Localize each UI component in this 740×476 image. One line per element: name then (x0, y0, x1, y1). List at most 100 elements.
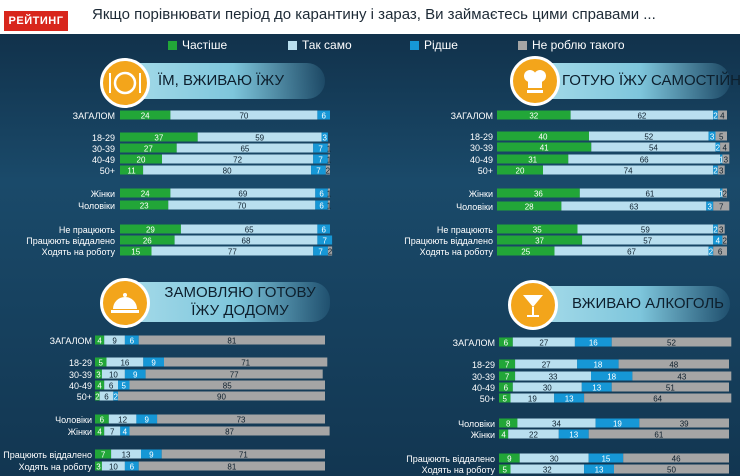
bar-segment (497, 201, 562, 211)
data-label: 62 (637, 112, 646, 121)
data-label: 3 (724, 156, 729, 165)
data-label: 20 (137, 156, 146, 165)
bar-segment (95, 335, 105, 345)
category-label: Ходять на роботу (42, 247, 116, 257)
plate-cutlery-svg (109, 71, 141, 95)
category-label: 50+ (480, 394, 495, 404)
category-label: Жінки (471, 430, 495, 440)
bar-segment (143, 165, 312, 175)
bar-segment (176, 143, 314, 153)
data-label: 71 (239, 451, 248, 460)
data-label: 34 (552, 420, 561, 429)
bar-segment (164, 357, 328, 367)
bar-segment (499, 429, 509, 439)
data-label: 6 (504, 384, 509, 393)
data-label: 52 (644, 133, 653, 142)
panel-order-title: ЗАМОВЛЯЮ ГОТОВУ ЇЖУ ДОДОМУ (164, 284, 316, 319)
plate-cutlery-icon (100, 58, 150, 108)
bar-segment (136, 414, 158, 424)
category-label: Працюють віддалено (3, 450, 92, 460)
data-label: 4 (97, 337, 102, 346)
bar-segment (327, 188, 330, 198)
data-label: 18 (593, 361, 602, 370)
bar-segment (106, 357, 144, 367)
bar-segment (325, 165, 330, 175)
data-label: 30 (543, 384, 552, 393)
bar-segment (313, 154, 328, 164)
data-label: 9 (112, 337, 117, 346)
bar-segment (111, 449, 141, 459)
data-label: 16 (120, 359, 129, 368)
category-label: 40-49 (92, 155, 115, 165)
bar-segment (722, 154, 730, 164)
legend-item-more: Частіше (168, 38, 227, 52)
bar-segment (515, 371, 591, 381)
data-label: 6 (504, 339, 509, 348)
bar-segment (120, 235, 175, 245)
bar-segment (717, 165, 725, 175)
data-label: 1 (327, 156, 332, 165)
legend-label-same: Так само (302, 38, 352, 52)
bar-segment (510, 393, 555, 403)
bar-segment (499, 453, 520, 463)
bar-segment (120, 165, 144, 175)
bar-segment (591, 371, 633, 381)
bar-segment (162, 154, 314, 164)
bar-segment (512, 382, 582, 392)
category-label: Чоловіки (78, 201, 115, 211)
bar-segment (95, 357, 107, 367)
data-label: 6 (130, 337, 135, 346)
category-label: 18-29 (69, 358, 92, 368)
data-label: 59 (255, 134, 264, 143)
data-label: 4 (501, 431, 506, 440)
panel-cook-title-bar (530, 63, 730, 99)
bar-segment (315, 200, 328, 210)
bar-segment (561, 201, 707, 211)
bar-segment (611, 382, 729, 392)
legend-label-dont: Не роблю такого (532, 38, 625, 52)
data-label: 54 (649, 144, 658, 153)
data-label: 16 (589, 339, 598, 348)
category-label: Чоловіки (55, 415, 92, 425)
bar-segment (577, 224, 714, 234)
category-label: Жінки (68, 427, 92, 437)
bar-segment (582, 235, 714, 245)
data-label: 1 (327, 190, 332, 199)
data-label: 13 (592, 384, 601, 393)
data-label: 20 (516, 167, 525, 176)
data-label: 5 (99, 359, 104, 368)
data-label: 2 (328, 248, 333, 257)
data-label: 70 (237, 202, 246, 211)
data-label: 31 (528, 156, 537, 165)
category-label: Ходять на роботу (422, 465, 496, 475)
category-label: Ходять на роботу (420, 247, 494, 257)
data-label: 1 (327, 145, 332, 154)
bar-segment (124, 369, 146, 379)
data-label: 33 (549, 373, 558, 382)
data-label: 27 (144, 145, 153, 154)
data-label: 61 (654, 431, 663, 440)
bar-segment (499, 464, 511, 474)
data-label: 25 (521, 248, 530, 257)
data-label: 2 (95, 393, 100, 402)
bar-segment (499, 337, 513, 347)
bar-segment (588, 453, 624, 463)
bar-segment (120, 246, 152, 256)
category-label: 18-29 (470, 132, 493, 142)
data-label: 46 (672, 455, 681, 464)
bar-segment (595, 418, 640, 428)
bar-segment (313, 246, 328, 256)
bar-segment (579, 188, 721, 198)
data-label: 10 (109, 371, 118, 380)
data-label: 6 (104, 393, 109, 402)
bar-segment (715, 142, 721, 152)
bar-segment (120, 132, 198, 142)
data-label: 65 (240, 145, 249, 154)
rating-logo: РЕЙТИНГ (4, 11, 68, 31)
bar-segment (129, 426, 330, 436)
data-label: 6 (321, 112, 326, 121)
data-label: 24 (141, 190, 150, 199)
bar-segment (568, 154, 721, 164)
bar-segment (497, 131, 589, 141)
panel-order-title-bar (120, 282, 330, 322)
